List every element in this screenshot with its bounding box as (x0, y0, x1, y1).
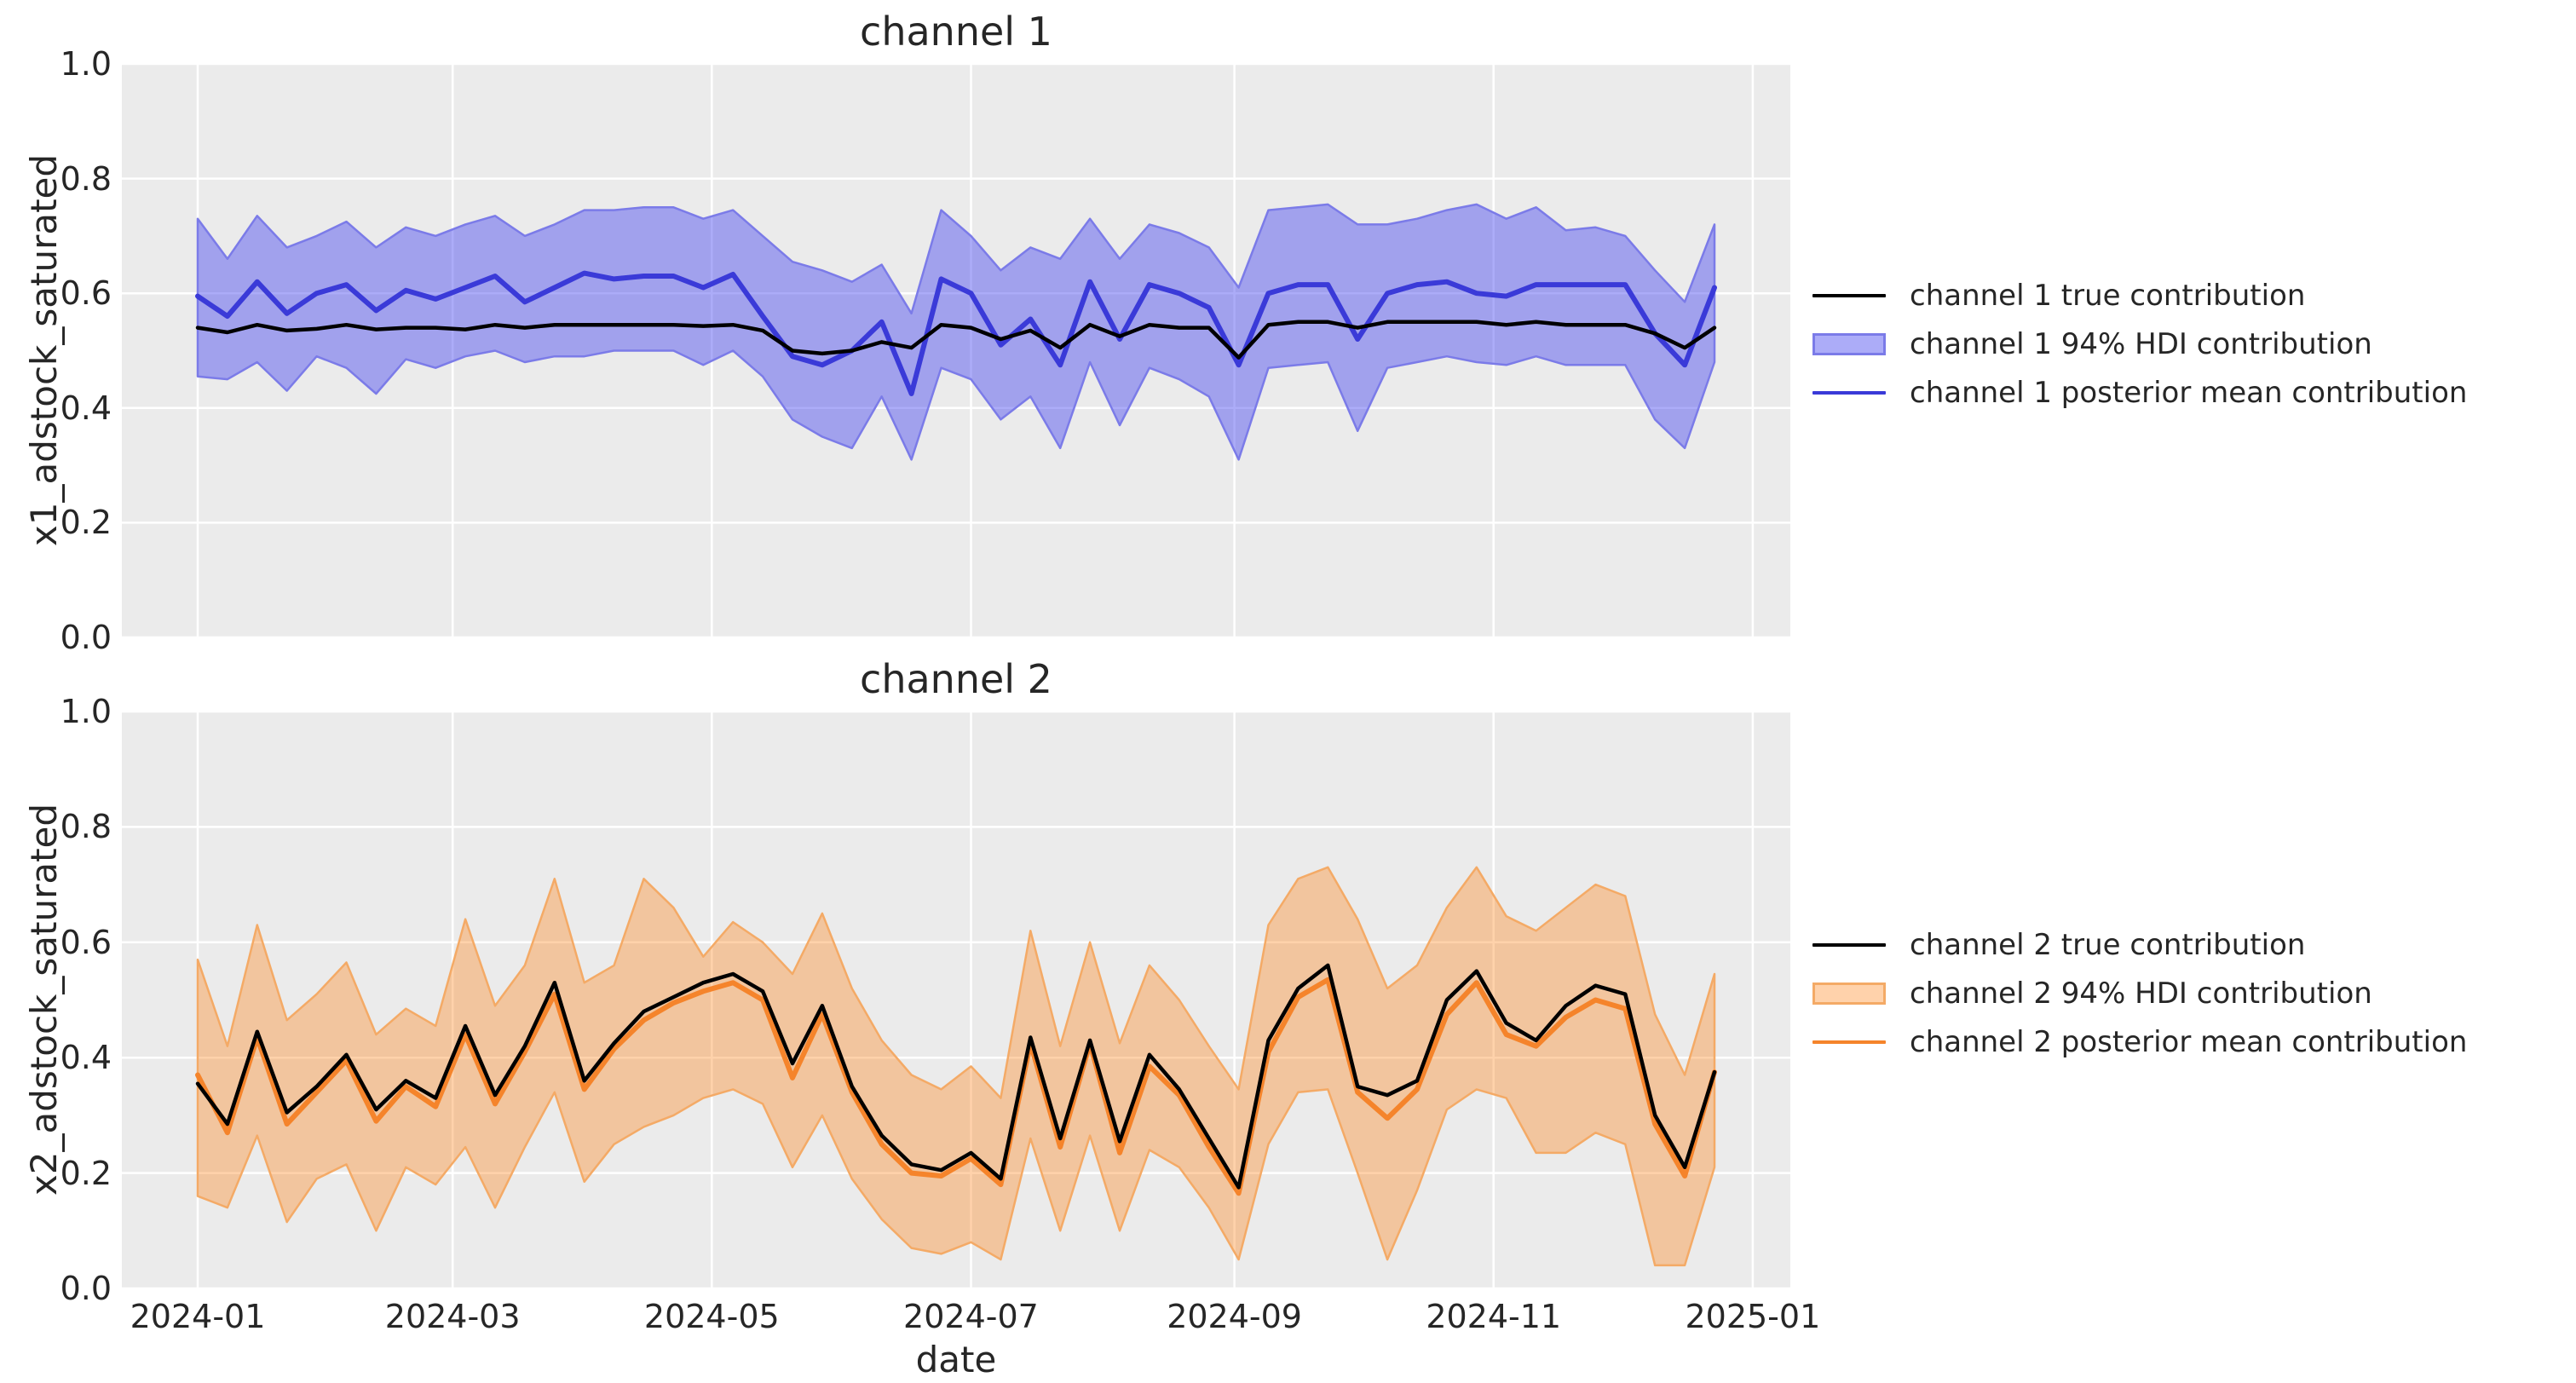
posterior-mean-line-sample (1812, 1040, 1886, 1044)
channel-2-plot-area (122, 712, 1790, 1288)
x-tick-label: 2024-03 (384, 1298, 521, 1335)
legend-channel-2: channel 2 true contribution channel 2 94… (1812, 920, 2467, 1066)
legend-item: channel 1 posterior mean contribution (1812, 368, 2467, 417)
x-tick-label: 2024-09 (1167, 1298, 1302, 1335)
legend-label: channel 2 posterior mean contribution (1910, 1024, 2468, 1059)
legend-label: channel 2 true contribution (1910, 927, 2306, 962)
y-tick-label: 0.6 (60, 923, 112, 961)
legend-channel-1: channel 1 true contribution channel 1 94… (1812, 271, 2467, 417)
chart-title-channel-1: channel 1 (860, 9, 1052, 55)
posterior-mean-line-sample (1812, 390, 1886, 395)
y-tick-label: 0.8 (60, 808, 112, 846)
chart-title-channel-2: channel 2 (860, 656, 1052, 702)
x-tick-label: 2024-01 (130, 1298, 266, 1335)
true-line-sample (1812, 293, 1886, 297)
x-tick-label: 2024-11 (1426, 1298, 1562, 1335)
y-tick-label: 0.0 (60, 619, 112, 656)
y-tick-label: 0.6 (60, 274, 112, 313)
y-tick-label: 0.0 (60, 1270, 112, 1307)
legend-label: channel 1 94% HDI contribution (1910, 326, 2372, 361)
hdi-patch-sample (1812, 332, 1886, 355)
legend-item: channel 2 94% HDI contribution (1812, 969, 2467, 1017)
legend-label: channel 2 94% HDI contribution (1910, 976, 2372, 1011)
x-tick-label: 2024-07 (903, 1298, 1039, 1335)
y-tick-label: 0.4 (60, 389, 112, 427)
legend-item: channel 1 94% HDI contribution (1812, 320, 2467, 368)
true-line-sample (1812, 942, 1886, 947)
y-axis-label-x2: x2_adstock_saturated (23, 803, 65, 1196)
y-tick-label: 0.8 (60, 159, 112, 198)
x-tick-label: 2025-01 (1685, 1298, 1821, 1335)
y-tick-label: 1.0 (60, 45, 112, 83)
x-axis-label: date (915, 1339, 997, 1380)
y-axis-label-x1: x1_adstock_saturated (23, 153, 65, 547)
x-tick-label: 2024-05 (643, 1298, 780, 1335)
y-tick-label: 0.4 (60, 1039, 112, 1077)
channel-1-plot-area (122, 64, 1790, 637)
y-tick-label: 1.0 (60, 693, 112, 730)
legend-item: channel 1 true contribution (1812, 271, 2467, 320)
legend-label: channel 1 true contribution (1910, 278, 2306, 313)
y-tick-label: 0.2 (60, 1154, 112, 1192)
legend-item: channel 2 posterior mean contribution (1812, 1017, 2467, 1066)
legend-label: channel 1 posterior mean contribution (1910, 375, 2468, 410)
hdi-patch-sample (1812, 982, 1886, 1005)
y-tick-label: 0.2 (60, 504, 112, 542)
legend-item: channel 2 true contribution (1812, 920, 2467, 969)
